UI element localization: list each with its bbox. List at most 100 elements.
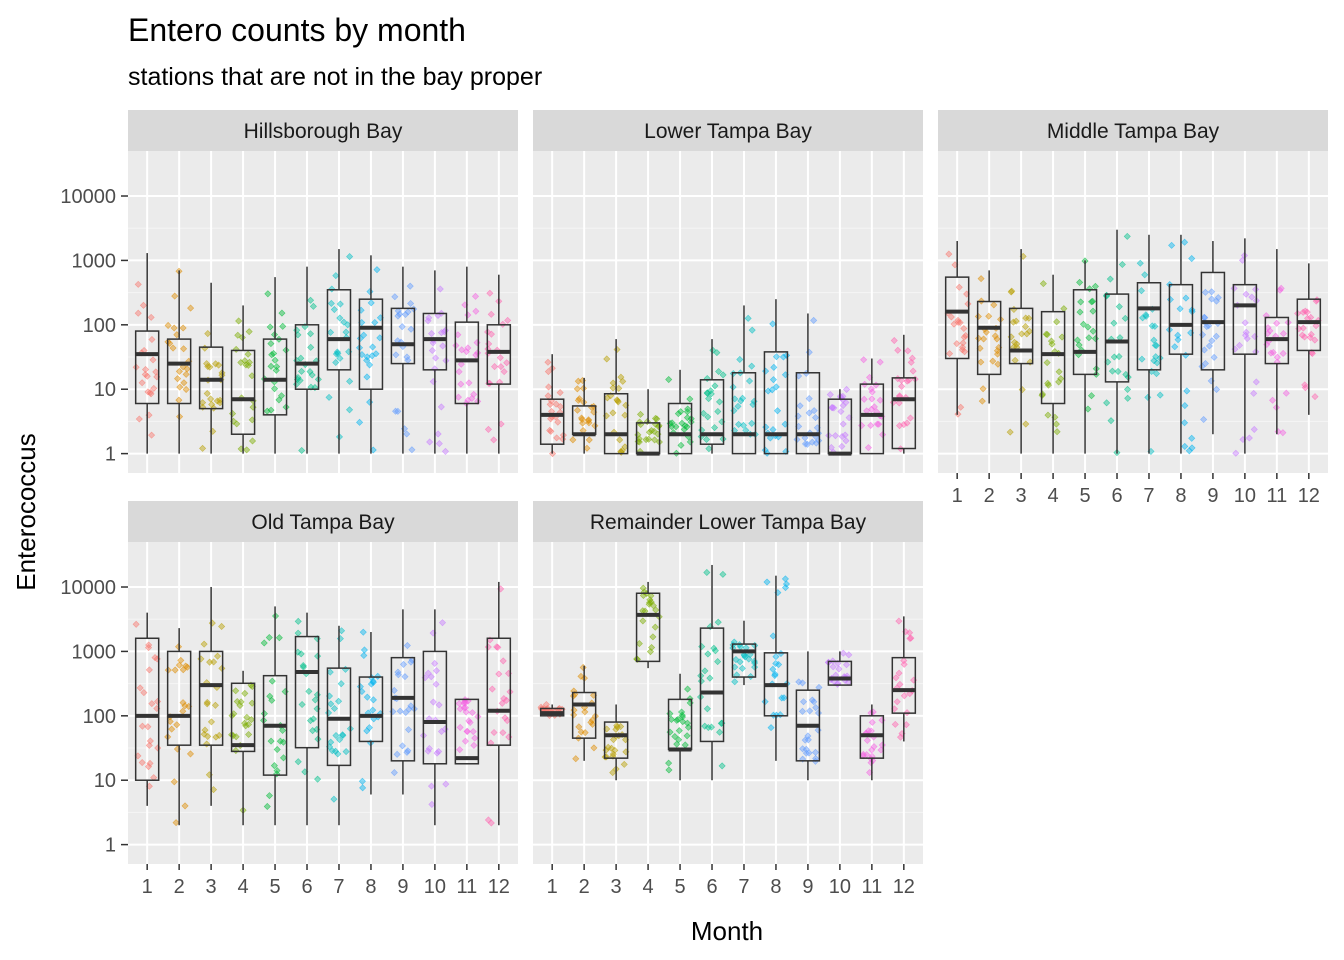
jitter-point [714, 618, 722, 626]
jitter-point [769, 320, 777, 328]
jitter-point [639, 607, 647, 615]
x-tick-label: 6 [301, 876, 312, 898]
jitter-point [294, 648, 302, 656]
jitter-point [175, 661, 183, 669]
jitter-point [1301, 381, 1309, 389]
jitter-point [1208, 288, 1216, 296]
jitter-point [810, 316, 818, 324]
jitter-point [1044, 379, 1052, 387]
jitter-point [867, 385, 875, 393]
jitter-point [868, 388, 876, 396]
jitter-point [334, 750, 342, 758]
jitter-point [392, 351, 400, 359]
jitter-point [1242, 331, 1250, 339]
jitter-point [635, 640, 643, 648]
jitter-point [404, 747, 412, 755]
jitter-point [503, 696, 511, 704]
jitter-point [210, 658, 218, 666]
jitter-point [199, 399, 207, 407]
x-tick-label: 7 [333, 876, 344, 898]
jitter-point [463, 727, 471, 735]
jitter-point [238, 333, 246, 342]
jitter-point [575, 723, 583, 731]
jitter-point [1264, 324, 1272, 332]
y-tick-label: 1 [105, 835, 116, 857]
jitter-point [778, 694, 786, 702]
jitter-point [1148, 322, 1156, 330]
jitter-point [946, 350, 954, 358]
jitter-point [172, 819, 180, 827]
jitter-point [1174, 336, 1182, 344]
jitter-point [1055, 378, 1063, 386]
jitter-point [581, 708, 589, 716]
jitter-point [1306, 333, 1314, 342]
x-tick-label: 11 [456, 876, 477, 898]
jitter-point [810, 407, 818, 415]
jitter-point [683, 719, 692, 727]
jitter-point [1307, 313, 1315, 321]
jitter-point [815, 683, 823, 691]
jitter-point [895, 669, 903, 677]
jitter-point [865, 727, 873, 735]
jitter-point [307, 343, 315, 351]
jitter-point [470, 741, 478, 749]
jitter-point [135, 415, 143, 423]
jitter-point [1060, 305, 1068, 313]
jitter-point [544, 392, 552, 400]
jitter-point [457, 360, 465, 368]
jitter-point [182, 385, 190, 393]
jitter-point [1043, 330, 1051, 339]
jitter-point [267, 340, 275, 348]
jitter-point [1279, 330, 1287, 338]
jitter-point [674, 410, 682, 418]
jitter-point [499, 729, 507, 737]
jitter-point [1252, 285, 1260, 293]
jitter-point [556, 403, 564, 411]
jitter-point [780, 694, 788, 702]
jitter-point [456, 723, 464, 731]
box-iqr [166, 338, 192, 405]
jitter-point [268, 677, 276, 685]
jitter-point [1043, 359, 1051, 367]
jitter-point [742, 644, 750, 652]
jitter-point [587, 718, 595, 726]
jitter-point [277, 392, 286, 400]
jitter-point [609, 769, 617, 777]
jitter-point [802, 745, 810, 753]
jitter-point [609, 736, 618, 744]
jitter-point [248, 682, 256, 691]
jitter-point [431, 659, 439, 667]
jitter-point [546, 426, 554, 434]
jitter-point [907, 358, 915, 366]
jitter-point [736, 355, 744, 364]
box-iqr [486, 324, 512, 385]
jitter-point [297, 367, 306, 375]
jitter-point [573, 385, 581, 393]
jitter-point [1136, 259, 1144, 267]
jitter-point [604, 743, 612, 751]
jitter-point [360, 646, 368, 654]
jitter-point [868, 718, 876, 726]
jitter-point [1279, 429, 1287, 437]
jitter-point [398, 742, 406, 750]
jitter-point [243, 446, 251, 454]
box-iqr [486, 637, 512, 746]
jitter-point [139, 301, 147, 309]
jitter-point [897, 376, 906, 384]
box-iqr [326, 667, 352, 767]
jitter-point [1188, 254, 1196, 263]
jitter-point [394, 407, 402, 415]
jitter-point [260, 639, 268, 647]
jitter-point [581, 729, 589, 737]
jitter-point [1073, 336, 1082, 344]
jitter-point [403, 430, 411, 438]
jitter-point [811, 748, 820, 756]
jitter-point [1142, 311, 1150, 319]
x-tick-label: 6 [706, 876, 717, 898]
jitter-point [138, 379, 146, 387]
facet-panel: Lower Tampa Bay [533, 110, 923, 473]
jitter-point [961, 348, 969, 356]
jitter-point [311, 696, 319, 704]
